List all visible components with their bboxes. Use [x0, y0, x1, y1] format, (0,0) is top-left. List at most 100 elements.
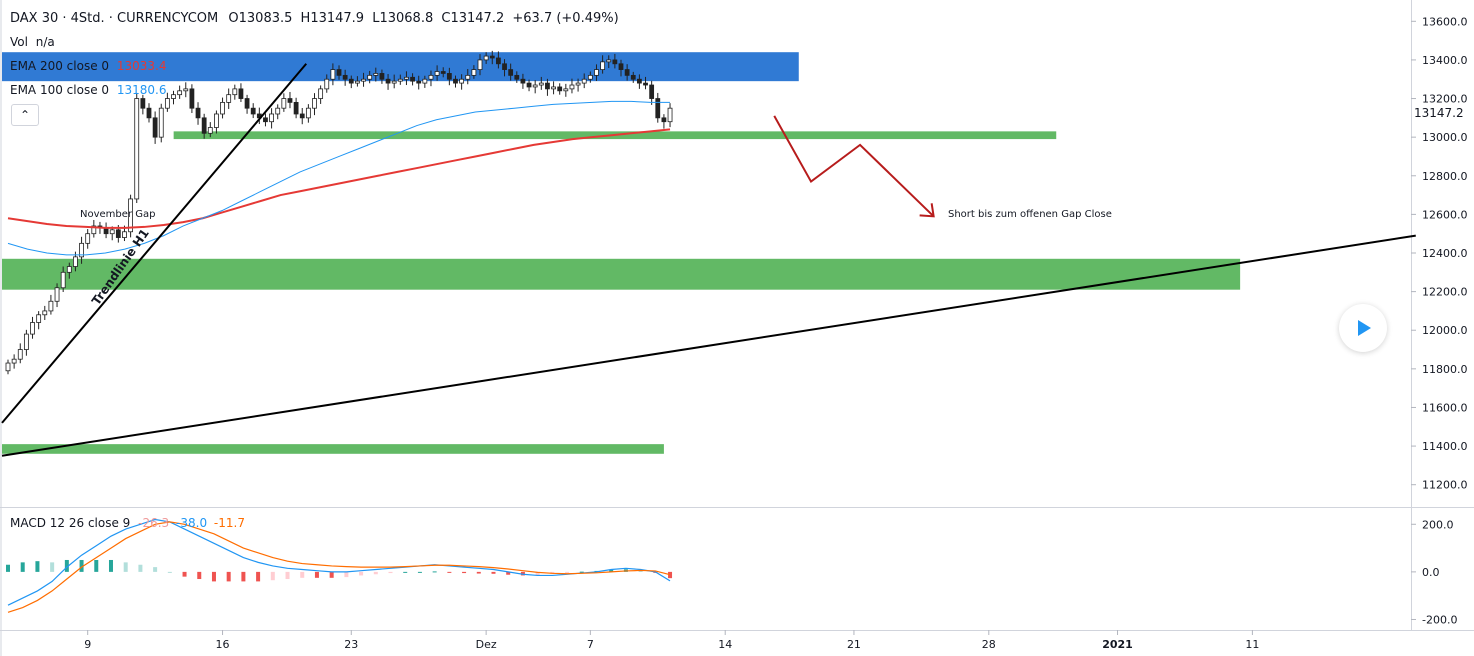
candle-up — [318, 88, 324, 99]
candle-down — [514, 74, 520, 80]
macd-line-value: -38.0 — [176, 516, 208, 530]
ema100-legend[interactable]: EMA 100 close 0 13180.6 — [10, 83, 167, 97]
signal-line — [7, 521, 671, 613]
candle-down — [195, 107, 201, 119]
macd-signal-value: -11.7 — [213, 516, 245, 530]
macd-hist-bar — [94, 559, 99, 572]
candle-down — [416, 80, 422, 84]
candle-up — [226, 94, 232, 103]
macd-hist-bar — [609, 569, 614, 572]
candle-up — [587, 74, 593, 80]
time-tick-label: 9 — [84, 638, 91, 651]
candle-up — [109, 229, 115, 235]
candle-down — [385, 78, 391, 84]
macd-hist-bar — [20, 562, 25, 572]
candle-down — [502, 63, 507, 70]
macd-hist-bar — [359, 571, 364, 576]
candle-up — [404, 76, 409, 80]
candle-down — [238, 88, 244, 99]
symbol-title[interactable]: DAX 30 · 4Std. · CURRENCYCOM — [10, 11, 219, 26]
candle-up — [594, 69, 599, 76]
macd-hist-bar — [6, 564, 10, 572]
time-tick-label: 16 — [216, 638, 230, 651]
november-gap-label: November Gap — [80, 209, 155, 220]
candle-up — [551, 86, 556, 90]
macd-hist-bar — [167, 571, 172, 573]
ema100-label: EMA 100 close 0 — [10, 83, 110, 97]
candle-up — [48, 300, 54, 312]
macd-hist-value: -26.3 — [138, 516, 170, 530]
replay-play-button[interactable] — [1339, 304, 1387, 352]
candle-down — [299, 113, 305, 119]
ema100-value: 13180.6 — [116, 83, 167, 97]
candle-up — [66, 266, 72, 273]
candle-up — [422, 78, 428, 84]
time-tick-label: 28 — [982, 638, 996, 651]
candle-down — [152, 117, 158, 138]
candle-up — [164, 98, 170, 109]
candle-down — [612, 59, 618, 65]
candle-down — [649, 84, 655, 99]
macd-hist-bar — [50, 562, 55, 572]
candle-up — [373, 73, 379, 76]
macd-hist-bar — [197, 571, 202, 580]
candle-up — [361, 78, 366, 82]
macd-hist-bar — [344, 571, 349, 578]
candle-up — [330, 69, 336, 80]
candle-down — [446, 73, 452, 80]
play-icon — [1358, 320, 1371, 336]
macd-hist-bar — [211, 571, 216, 582]
macd-hist-bar — [79, 559, 84, 572]
candle-down — [545, 82, 550, 90]
price-tick-label: 11400.0 — [1422, 440, 1468, 453]
candle-down — [379, 73, 385, 80]
macd-hist-bar — [565, 571, 570, 573]
zone-3 — [2, 444, 664, 454]
symbol-header[interactable]: DAX 30 · 4Std. · CURRENCYCOM O13083.5 H1… — [10, 11, 619, 26]
price-tick-label: 13200.0 — [1422, 93, 1468, 106]
macd-hist-bar — [491, 571, 496, 574]
collapse-legend-button[interactable]: ⌃ — [11, 104, 39, 126]
ema200-line — [7, 128, 671, 229]
candle-up — [575, 82, 581, 86]
ohlc-change: +63.7 (+0.49%) — [512, 11, 619, 26]
price-tick-label: 12400.0 — [1422, 247, 1468, 260]
candle-up — [434, 71, 440, 76]
macd-hist-bar — [241, 571, 246, 582]
candle-up — [275, 107, 281, 115]
candle-down — [244, 98, 250, 109]
price-axis[interactable]: 11200.0 11400.0 11600.0 11800.0 12000.0 12200… — [1411, 15, 1468, 492]
candle-up — [269, 113, 274, 123]
price-tick-label: 12200.0 — [1422, 286, 1468, 299]
macd-hist-bar — [476, 571, 481, 574]
candle-down — [140, 98, 146, 109]
price-tick-label: 12800.0 — [1422, 170, 1468, 183]
macd-hist-bar — [462, 571, 467, 574]
macd-hist-bar — [668, 571, 673, 579]
price-tick-label: 11200.0 — [1422, 479, 1468, 492]
candles-layer — [5, 50, 673, 375]
time-tick-label: 14 — [718, 638, 732, 651]
ema200-label: EMA 200 close 0 — [10, 59, 110, 73]
macd-tick-label: -200.0 — [1422, 613, 1457, 626]
short-note-label: Short bis zum offenen Gap Close — [948, 209, 1112, 220]
ema200-legend[interactable]: EMA 200 close 0 13033.4 — [10, 59, 167, 73]
macd-hist-bar — [123, 562, 128, 572]
macd-hist-bar — [153, 567, 158, 572]
macd-hist-bar — [138, 564, 143, 572]
candle-up — [581, 78, 587, 84]
projection-path — [773, 115, 935, 218]
macd-axis[interactable]: -200.0 0.0 200.0 — [1411, 518, 1457, 626]
macd-line — [7, 518, 671, 606]
time-axis[interactable]: 9 16 23 Dez 7 14 21 28 2021 11 — [84, 630, 1259, 651]
macd-legend[interactable]: MACD 12 26 close 9 -26.3 -38.0 -11.7 — [10, 516, 245, 530]
macd-hist-bar — [314, 571, 319, 578]
current-price-label: 13147.2 — [1414, 106, 1464, 120]
ema200-value: 13033.4 — [116, 59, 167, 73]
volume-legend[interactable]: Vol n/a — [10, 35, 55, 49]
macd-hist-bar — [256, 571, 261, 582]
macd-hist-bar — [182, 571, 187, 577]
time-tick-label: 21 — [847, 638, 861, 651]
candle-down — [636, 78, 642, 84]
